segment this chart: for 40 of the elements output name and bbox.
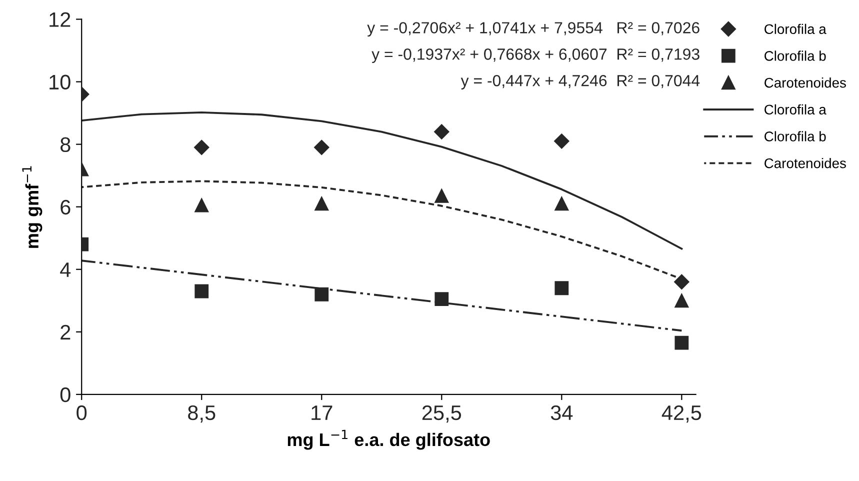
- annotation: y = -0,447x + 4,7246 R² = 0,7044: [460, 74, 700, 90]
- point: [194, 284, 209, 298]
- x-tick-label: 8,5: [188, 405, 216, 423]
- y-tick-label: 6: [60, 200, 70, 215]
- y-tick-label: 2: [60, 324, 70, 340]
- point: [194, 140, 210, 155]
- x-axis-title: mg L$^{−1}$ e.a. de glifosato: [288, 430, 490, 450]
- y-tick-label: 0: [60, 387, 70, 402]
- point: [674, 336, 689, 350]
- legend-label: Clorofila b: [764, 50, 826, 61]
- point: [314, 196, 329, 211]
- point: [554, 196, 569, 211]
- point: [434, 124, 450, 140]
- point: [434, 292, 449, 306]
- legend-label: Clorofila b: [764, 131, 826, 142]
- annotation: y = -0,1937x² + 0,7668x + 6,0607 R² = 0,7193: [372, 48, 700, 63]
- point: [314, 287, 329, 302]
- line-series: [82, 111, 683, 250]
- point: [314, 140, 330, 155]
- x-tick-label: 0: [76, 405, 87, 420]
- y-tick-label: 8: [60, 137, 70, 152]
- x-tick-label: 42,5: [662, 405, 702, 423]
- x-tick-label: 25,5: [422, 405, 462, 423]
- point: [554, 134, 570, 149]
- annotation: y = -0,2706x² + 1,0741x + 7,9554 R² = 0,7026: [367, 22, 700, 37]
- legend-label: Carotenoides: [764, 158, 846, 168]
- x-tick-label: 34: [550, 405, 573, 420]
- point: [434, 188, 449, 203]
- legend-label: Clorofila a: [764, 24, 826, 34]
- y-axis-title: mg gmf$^{−1}$: [22, 166, 42, 248]
- y-tick-label: 12: [50, 12, 70, 27]
- legend-label: Carotenoides: [764, 77, 846, 88]
- x-tick-label: 17: [312, 406, 332, 420]
- y-tick-label: 10: [50, 74, 70, 90]
- legend-label: Clorofila a: [764, 104, 826, 115]
- point: [674, 294, 689, 308]
- point: [674, 274, 690, 290]
- y-tick-label: 4: [60, 262, 71, 277]
- point: [194, 198, 209, 212]
- point: [554, 281, 569, 296]
